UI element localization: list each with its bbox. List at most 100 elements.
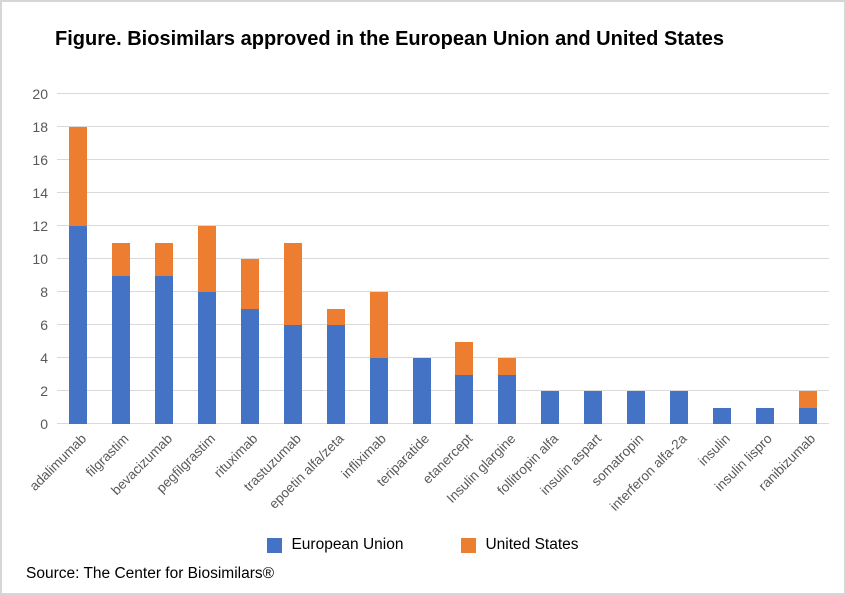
legend-item-united-states: United States <box>461 536 579 554</box>
bar-segment-european-union <box>198 292 217 424</box>
bar-segment-european-union <box>112 275 131 424</box>
gridline-y-8 <box>57 291 829 292</box>
y-tick-label-14: 14 <box>32 185 48 201</box>
gridline-y-16 <box>57 159 829 160</box>
stacked-bar <box>627 391 646 424</box>
source-note: Source: The Center for Biosimilars® <box>26 565 275 582</box>
stacked-bar <box>69 127 88 424</box>
bar-slot-insulin-lispro <box>743 94 786 424</box>
bar-slot-somatropin <box>615 94 658 424</box>
gridline-y-20 <box>57 93 829 94</box>
bar-slot-filgrastim <box>100 94 143 424</box>
legend: European Union United States <box>2 536 844 554</box>
bar-segment-european-union <box>627 391 646 424</box>
bar-segment-european-union <box>326 325 345 424</box>
european-union-swatch-icon <box>267 537 283 553</box>
bar-segment-united-states <box>69 127 88 226</box>
stacked-bar <box>584 391 603 424</box>
bar-segment-united-states <box>369 292 388 358</box>
gridline-y-12 <box>57 225 829 226</box>
bar-segment-united-states <box>241 259 259 309</box>
bar-slot-bevacizumab <box>143 94 186 424</box>
chart-title: Figure. Biosimilars approved in the Euro… <box>55 28 724 50</box>
y-tick-label-10: 10 <box>32 251 48 267</box>
bar-segment-european-union <box>498 374 517 424</box>
bar-slot-epoetin-alfa-zeta <box>314 94 357 424</box>
stacked-bar <box>669 391 688 424</box>
bar-slot-insulin-aspart <box>572 94 615 424</box>
x-tick-label-adalimumab: adalimumab <box>26 431 90 494</box>
gridline-y-14 <box>57 192 829 193</box>
stacked-bar <box>498 358 517 424</box>
stacked-bar <box>412 358 431 424</box>
bar-slot-insulin-glargine <box>486 94 529 424</box>
stacked-bar <box>241 259 259 424</box>
bar-segment-european-union <box>69 226 88 424</box>
stacked-bar <box>798 391 817 424</box>
y-tick-label-20: 20 <box>32 86 48 102</box>
y-tick-label-4: 4 <box>40 350 48 366</box>
stacked-bar <box>326 308 345 424</box>
bar-slot-trastuzumab <box>271 94 314 424</box>
bar-segment-european-union <box>712 407 731 424</box>
gridline-y-6 <box>57 324 829 325</box>
gridline-y-10 <box>57 258 829 259</box>
bar-slot-insulin <box>700 94 743 424</box>
united-states-swatch-icon <box>461 537 477 553</box>
bar-segment-european-union <box>155 275 174 424</box>
gridline-y-4 <box>57 357 829 358</box>
bar-segment-european-union <box>412 358 431 424</box>
legend-label-european-union: European Union <box>291 536 404 553</box>
bar-slot-adalimumab <box>57 94 100 424</box>
legend-label-united-states: United States <box>485 536 579 553</box>
x-tick-label-insulin: insulin <box>694 431 733 469</box>
stacked-bar <box>112 242 131 424</box>
y-tick-label-6: 6 <box>40 317 48 333</box>
y-tick-label-0: 0 <box>40 416 48 432</box>
bar-segment-united-states <box>112 242 131 276</box>
stacked-bar <box>712 407 731 424</box>
bar-slot-interferon-alfa-2a <box>657 94 700 424</box>
x-tick-label-epoetin-alfa-zeta: epoetin alfa/zeta <box>265 431 347 512</box>
bar-slot-infliximab <box>357 94 400 424</box>
gridline-y-2 <box>57 390 829 391</box>
bar-slot-pegfilgrastim <box>186 94 229 424</box>
bar-segment-european-union <box>669 391 688 424</box>
bar-segment-european-union <box>369 358 388 424</box>
bar-slot-etanercept <box>443 94 486 424</box>
bar-segment-united-states <box>498 358 517 375</box>
bar-slot-ranibizumab <box>786 94 829 424</box>
stacked-bar <box>455 341 474 424</box>
gridline-y-0 <box>57 423 829 424</box>
bar-slot-follitropin-alfa <box>529 94 572 424</box>
y-tick-label-18: 18 <box>32 119 48 135</box>
stacked-bar <box>283 242 302 424</box>
bar-segment-european-union <box>455 374 474 424</box>
y-tick-label-8: 8 <box>40 284 48 300</box>
y-tick-label-12: 12 <box>32 218 48 234</box>
bar-slot-teriparatide <box>400 94 443 424</box>
bar-segment-united-states <box>455 341 474 375</box>
y-tick-label-2: 2 <box>40 383 48 399</box>
bar-segment-united-states <box>798 391 817 408</box>
bar-segment-united-states <box>326 308 345 325</box>
bar-segment-european-union <box>584 391 603 424</box>
stacked-bar <box>369 292 388 424</box>
bar-segment-united-states <box>198 226 217 292</box>
bar-segment-european-union <box>541 391 560 424</box>
bar-segment-european-union <box>241 308 259 424</box>
x-axis-labels: adalimumab filgrastim bevacizumab pegfilgra… <box>26 425 829 537</box>
gridline-y-18 <box>57 126 829 127</box>
bar-segment-united-states <box>283 242 302 325</box>
bar-segment-european-union <box>283 325 302 424</box>
plot-area <box>57 93 829 424</box>
stacked-bar <box>755 407 774 424</box>
bar-segment-european-union <box>798 407 817 424</box>
stacked-bar <box>155 242 174 424</box>
x-tick-label-interferon-alfa-2a: interferon alfa-2a <box>606 431 690 514</box>
legend-item-european-union: European Union <box>267 536 403 554</box>
bars-group <box>57 94 829 424</box>
bar-segment-united-states <box>155 242 174 276</box>
bar-segment-european-union <box>755 407 774 424</box>
